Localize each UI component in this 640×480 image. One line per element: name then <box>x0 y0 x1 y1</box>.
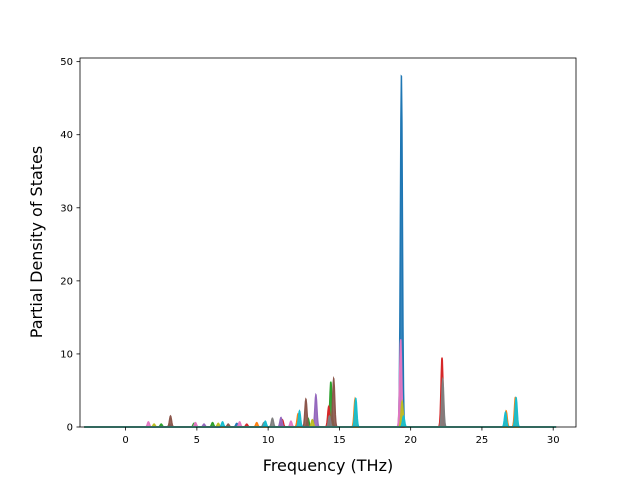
y-axis: 0 10 20 30 40 50 <box>60 57 80 434</box>
y-tick-label: 0 <box>67 423 73 434</box>
y-axis-label: Partial Density of States <box>27 146 46 338</box>
x-tick-label: 10 <box>262 435 275 446</box>
x-tick-label: 25 <box>476 435 489 446</box>
y-tick-label: 20 <box>60 276 73 287</box>
plot-area <box>79 57 577 428</box>
x-tick-label: 0 <box>122 435 128 446</box>
x-tick-label: 5 <box>194 435 200 446</box>
y-tick-label: 40 <box>60 130 73 141</box>
y-tick-label: 10 <box>60 349 73 360</box>
axes-frame <box>79 57 577 428</box>
x-tick-label: 30 <box>547 435 560 446</box>
y-tick-label: 50 <box>60 57 73 68</box>
x-axis: 0 5 10 15 20 25 30 <box>122 427 560 446</box>
x-tick-label: 20 <box>404 435 417 446</box>
x-tick-label: 15 <box>333 435 346 446</box>
x-axis-label: Frequency (THz) <box>263 456 393 475</box>
y-tick-label: 30 <box>60 203 73 214</box>
